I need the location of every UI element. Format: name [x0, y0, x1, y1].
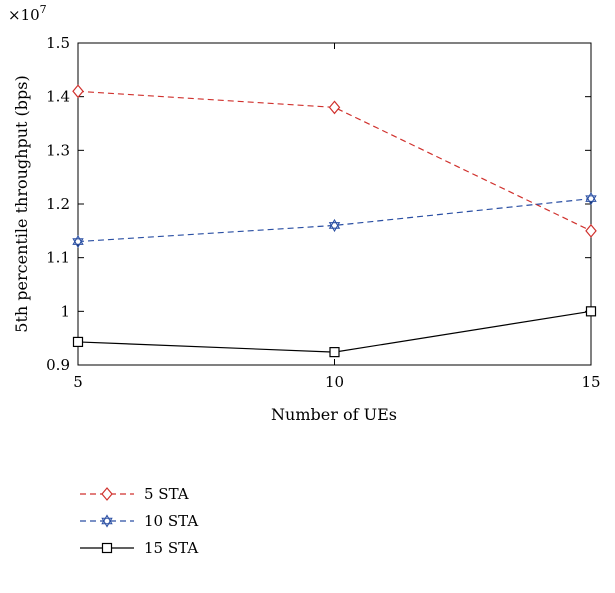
x-axis-title: Number of UEs — [271, 405, 397, 424]
x-tick-label: 15 — [581, 373, 600, 391]
y-axis-ticks: 0.9 1 1.1 1.2 1.3 1.4 1.5 — [46, 34, 591, 374]
legend-marker — [101, 514, 113, 528]
data-point — [585, 192, 597, 206]
legend-marker — [101, 542, 113, 554]
series-line — [77, 310, 592, 353]
y-axis-title: 5th percentile throughput (bps) — [12, 75, 31, 332]
series-layer — [72, 84, 597, 358]
series-line — [77, 198, 592, 243]
legend-entry: 15 STA — [80, 539, 198, 557]
data-point — [72, 84, 84, 99]
y-tick-label: 0.9 — [46, 356, 70, 374]
y-tick-label: 1 — [60, 302, 70, 320]
data-point — [585, 306, 597, 317]
legend-entry: 5 STA — [80, 485, 189, 503]
legend: 5 STA 10 STA 15 STA — [80, 485, 198, 557]
legend-label: 5 STA — [144, 485, 189, 503]
data-point — [329, 347, 340, 358]
data-point — [328, 100, 341, 115]
data-point — [328, 218, 341, 233]
legend-marker — [101, 487, 113, 501]
series-line — [77, 90, 592, 232]
data-point — [72, 234, 84, 249]
series-2 — [72, 306, 597, 358]
series-0 — [72, 84, 597, 238]
x-tick-label: 5 — [73, 373, 83, 391]
y-multiplier-exponent: 7 — [40, 3, 47, 16]
y-tick-label: 1.3 — [46, 141, 70, 159]
x-tick-label: 10 — [325, 373, 344, 391]
legend-label: 10 STA — [144, 512, 198, 530]
series-1 — [72, 192, 597, 249]
legend-entry: 10 STA — [80, 512, 198, 530]
x-axis-ticks: 5 10 15 — [73, 43, 601, 391]
y-multiplier-label: ×107 — [8, 3, 47, 24]
legend-label: 15 STA — [144, 539, 198, 557]
plot-area — [77, 42, 592, 366]
y-tick-label: 1.5 — [46, 34, 70, 52]
data-point — [585, 223, 597, 238]
y-tick-label: 1.1 — [46, 249, 70, 267]
data-point — [72, 336, 84, 348]
y-tick-label: 1.4 — [46, 88, 70, 106]
y-tick-label: 1.2 — [46, 195, 70, 213]
